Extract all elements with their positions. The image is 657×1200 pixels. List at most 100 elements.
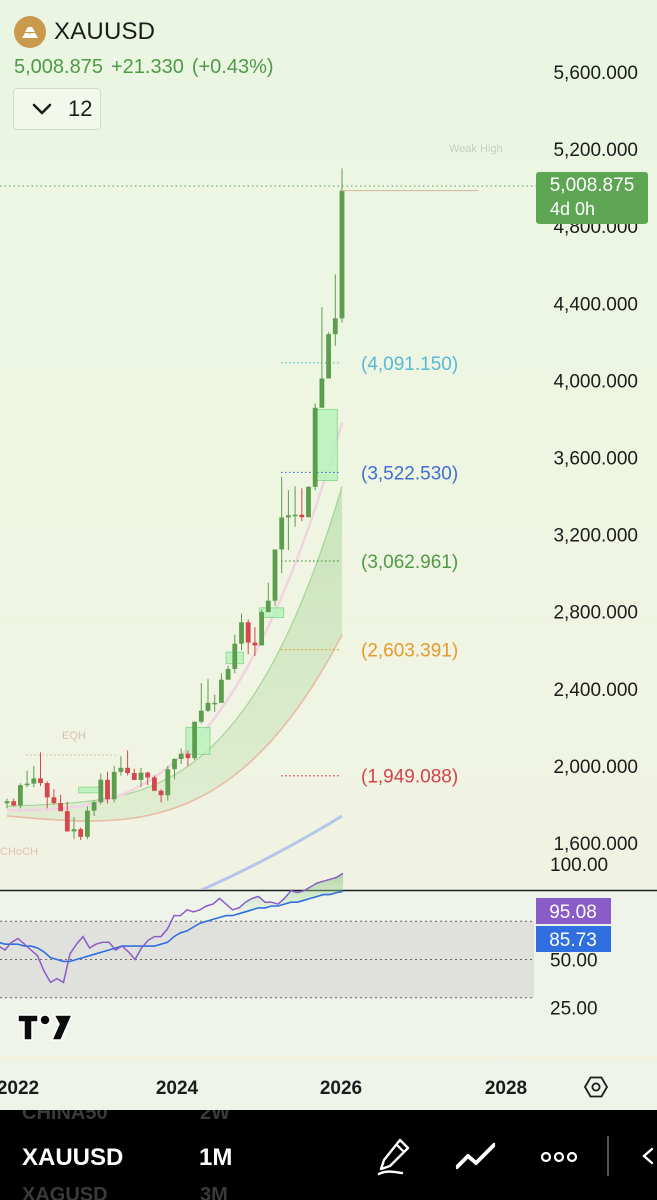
- bottom-toolbar[interactable]: CHINA50 2W XAUUSD 1M XAGUSD 3M: [0, 1110, 657, 1200]
- candle-body: [125, 767, 130, 774]
- tradingview-logo-icon: [16, 1012, 74, 1047]
- candle-body: [51, 797, 57, 804]
- candle-body: [319, 378, 325, 408]
- interval-ghost-below: 3M: [200, 1184, 228, 1200]
- oscillator-value-2: 85.73: [549, 930, 597, 951]
- eqh-label: EQH: [62, 730, 86, 742]
- candle-body: [158, 790, 164, 796]
- hexagon-outline: [583, 1076, 609, 1098]
- price-tick-label: 1,600.000: [553, 834, 638, 855]
- price-tick-label: 2,400.000: [553, 680, 638, 701]
- price-tick-label: 2,000.000: [553, 757, 638, 778]
- level-label: (1,949.088): [361, 767, 458, 788]
- back-icon[interactable]: [640, 1146, 657, 1166]
- indicators-collapse-button[interactable]: 12: [13, 88, 101, 130]
- time-tick-label: 2022: [0, 1078, 39, 1099]
- candle-body: [105, 779, 110, 800]
- last-price: 5,008.875: [14, 56, 103, 78]
- candle-body: [111, 771, 117, 800]
- hexagon-center: [591, 1082, 601, 1092]
- level-label: (4,091.150): [361, 354, 458, 375]
- symbol-ghost-above: CHINA50: [22, 1110, 108, 1124]
- chart-area[interactable]: (4,091.150) (3,522.530) (3,062.961) (2,603.…: [0, 0, 657, 1110]
- candle-body: [78, 829, 84, 837]
- interval-selector[interactable]: 1M: [199, 1144, 233, 1171]
- candle-body: [185, 753, 191, 759]
- candle-body: [326, 334, 331, 379]
- price-tick-label: 2,800.000: [553, 603, 638, 624]
- oscillator-tag-2: [536, 926, 611, 952]
- candle-body: [172, 758, 177, 770]
- candle-body: [225, 668, 231, 680]
- candle-body: [299, 514, 305, 518]
- symbol-header[interactable]: XAUUSD: [14, 16, 155, 48]
- choch-label: CHoCH: [0, 846, 38, 858]
- bar-countdown-label: 4d 0h: [550, 199, 595, 219]
- gold-bars-icon: [14, 16, 46, 48]
- toolbar-divider: [607, 1136, 609, 1176]
- candle-body: [145, 772, 151, 778]
- candle-body: [212, 702, 218, 705]
- candle-body: [279, 517, 285, 550]
- price-tick-label: 3,200.000: [553, 526, 638, 547]
- candle-body: [11, 801, 17, 806]
- chart-canvas[interactable]: (4,091.150) (3,522.530) (3,062.961) (2,603.…: [0, 0, 657, 1110]
- ema-line: [7, 422, 344, 812]
- chevron-down-icon: [32, 103, 52, 115]
- level-label: (3,522.530): [361, 463, 458, 484]
- candle-body: [38, 778, 43, 784]
- candle-body: [98, 779, 104, 803]
- candle-body: [219, 679, 224, 703]
- weak-high-label: Weak High: [449, 143, 503, 155]
- trend-line-icon[interactable]: [454, 1140, 498, 1174]
- price-change: +21.330: [110, 56, 184, 78]
- symbol-name: XAUUSD: [54, 18, 156, 45]
- oscillator-signal-line: [0, 890, 344, 963]
- candle-body: [272, 549, 278, 601]
- level-label: (2,603.391): [361, 641, 458, 662]
- oscillator-value-1: 95.08: [549, 902, 597, 923]
- candle-body: [44, 783, 50, 798]
- time-axis: [0, 1062, 657, 1110]
- channel-band: [7, 486, 342, 821]
- more-icon[interactable]: [540, 1150, 578, 1164]
- demand-zone: [185, 726, 211, 755]
- candle-body: [252, 642, 258, 646]
- level-label: (3,062.961): [361, 552, 458, 573]
- candle-body: [131, 773, 137, 780]
- candle-body: [118, 767, 124, 772]
- oscillator-tick-label: 50.00: [550, 951, 598, 972]
- candle-body: [339, 190, 345, 319]
- candle-body: [192, 721, 197, 759]
- candle-body: [232, 643, 238, 669]
- indicator-count: 12: [68, 96, 93, 121]
- oscillator-main-line: [0, 872, 344, 984]
- candle-body: [138, 772, 144, 780]
- candle-body: [205, 702, 211, 711]
- symbol-ghost-below: XAGUSD: [22, 1184, 108, 1200]
- time-tick-label: 2028: [485, 1078, 527, 1099]
- candle-body: [265, 600, 271, 613]
- candle-body: [259, 612, 264, 646]
- candle-body: [292, 514, 298, 517]
- candle-body: [306, 486, 311, 518]
- price-change-pct: (+0.43%): [191, 56, 274, 78]
- oscillator-tag-1: [536, 898, 611, 924]
- candle-body: [312, 407, 318, 487]
- current-price-tag: [536, 171, 648, 224]
- candle-body: [286, 515, 291, 518]
- price-tick-label: 5,600.000: [553, 63, 638, 84]
- price-quote: 5,008.875 +21.330 (+0.43%): [14, 56, 282, 79]
- candle-body: [31, 778, 37, 784]
- time-tick-label: 2026: [320, 1078, 362, 1099]
- symbol-selector[interactable]: XAUUSD: [22, 1144, 124, 1171]
- time-tick-label: 2024: [156, 1078, 199, 1099]
- candle-body: [178, 753, 184, 759]
- candle-body: [198, 710, 204, 722]
- hexagon-gear-icon[interactable]: [583, 1076, 609, 1098]
- candle-body: [71, 829, 77, 832]
- pencil-icon[interactable]: [376, 1136, 414, 1176]
- oscillator-tick-label: 100.00: [550, 855, 608, 876]
- price-tick-label: 4,400.000: [553, 294, 638, 315]
- candle-body: [152, 777, 157, 791]
